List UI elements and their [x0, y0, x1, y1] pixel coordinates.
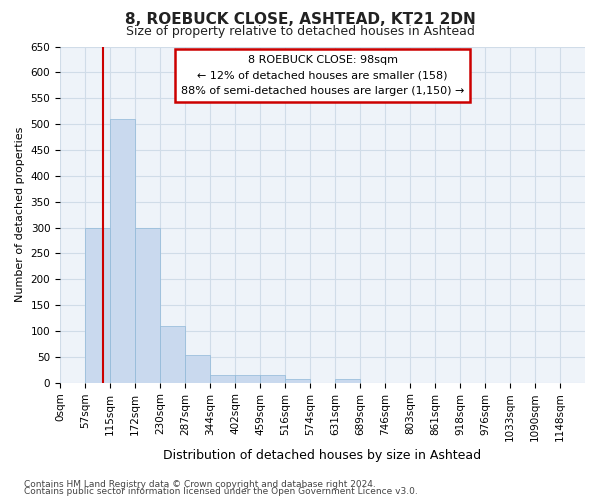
Bar: [135, 228, 160, 382]
Text: 8, ROEBUCK CLOSE, ASHTEAD, KT21 2DN: 8, ROEBUCK CLOSE, ASHTEAD, KT21 2DN: [125, 12, 475, 28]
Bar: [160, 326, 185, 382]
Text: Contains HM Land Registry data © Crown copyright and database right 2024.: Contains HM Land Registry data © Crown c…: [24, 480, 376, 489]
Bar: [185, 356, 210, 382]
Bar: [285, 378, 310, 382]
Text: 8 ROEBUCK CLOSE: 98sqm
← 12% of detached houses are smaller (158)
88% of semi-de: 8 ROEBUCK CLOSE: 98sqm ← 12% of detached…: [181, 55, 464, 96]
Y-axis label: Number of detached properties: Number of detached properties: [15, 127, 25, 302]
Bar: [235, 375, 260, 382]
Bar: [260, 375, 285, 382]
Text: Size of property relative to detached houses in Ashtead: Size of property relative to detached ho…: [125, 25, 475, 38]
Bar: [110, 119, 135, 382]
Bar: [335, 378, 360, 382]
Bar: [85, 228, 110, 382]
Bar: [210, 375, 235, 382]
Text: Contains public sector information licensed under the Open Government Licence v3: Contains public sector information licen…: [24, 487, 418, 496]
X-axis label: Distribution of detached houses by size in Ashtead: Distribution of detached houses by size …: [163, 450, 482, 462]
